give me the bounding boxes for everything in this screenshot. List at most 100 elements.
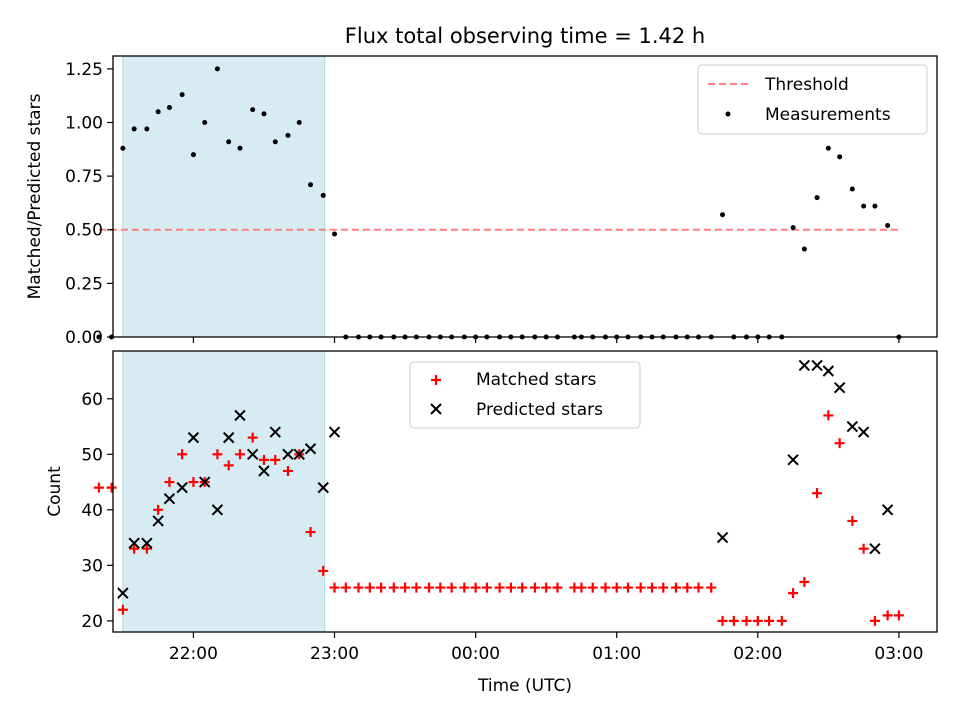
matched-stars-legend-label: Matched stars — [476, 370, 596, 390]
measurement-point — [825, 145, 831, 151]
matched-stars-point — [611, 582, 622, 593]
matched-stars-point — [212, 449, 223, 460]
bottom-legend: Matched stars Predicted stars — [409, 361, 641, 429]
measurement-point — [801, 246, 807, 252]
x-tick-label: 23:00 — [310, 644, 359, 664]
x-tick-label: 02:00 — [733, 644, 782, 664]
matched-stars-point — [799, 577, 810, 588]
matched-stars-point — [400, 582, 411, 593]
matched-stars-point — [847, 515, 858, 526]
measurement-point — [202, 119, 208, 125]
measurement-point — [237, 145, 243, 151]
predicted-stars-point — [798, 359, 811, 372]
measurement-point — [296, 119, 302, 125]
measurement-point — [131, 126, 137, 132]
measurement-point — [96, 334, 102, 340]
matched-stars-point — [576, 582, 587, 593]
top-panel: 0.00 0.25 0.50 0.75 1.00 1.25 Matched/Predict… — [25, 55, 938, 348]
matched-stars-point — [282, 465, 293, 476]
x-tick-label: 01:00 — [592, 644, 641, 664]
predicted-stars-point — [176, 481, 188, 494]
top-highlight-span — [122, 55, 326, 338]
matched-stars-point — [552, 582, 563, 593]
bottom-y-axis-label: Count — [45, 466, 65, 517]
predicted-stars-point — [811, 359, 823, 372]
predicted-stars-point — [857, 426, 870, 438]
measurement-point — [720, 212, 726, 218]
predicted-stars-point — [234, 409, 246, 422]
matched-stars-point — [411, 582, 422, 593]
matched-stars-point — [600, 582, 611, 593]
predicted-stars-point — [822, 365, 835, 377]
matched-stars-point — [776, 615, 787, 626]
top-axes-frame — [112, 55, 938, 338]
matched-stars-point — [882, 610, 893, 621]
predicted-stars-point — [141, 537, 153, 549]
top-y-tick-label: 0.25 — [65, 274, 103, 294]
bottom-axes-frame — [112, 350, 938, 633]
x-tick-label: 22:00 — [169, 644, 218, 664]
matched-stars-point — [364, 582, 375, 593]
predicted-stars-point — [258, 465, 270, 477]
matched-stars-point — [153, 504, 164, 515]
measurement-point — [179, 92, 185, 98]
predicted-stars-point — [199, 476, 211, 488]
matched-stars-point — [164, 477, 175, 488]
measurement-point — [261, 111, 267, 117]
matched-stars-point — [258, 454, 269, 465]
predicted-stars-point — [328, 426, 341, 438]
bottom-y-tick-label: 20 — [81, 612, 103, 632]
matched-stars-point — [812, 488, 823, 499]
measurement-point — [144, 126, 150, 132]
matched-stars-point — [728, 615, 739, 626]
matched-stars-point — [270, 454, 281, 465]
predicted-stars-point — [117, 587, 129, 599]
top-y-tick-label: 0.75 — [65, 167, 103, 187]
matched-stars-point — [435, 582, 446, 593]
predicted-stars-point — [246, 448, 259, 460]
matched-stars-point — [670, 582, 681, 593]
matched-stars-point — [234, 449, 245, 460]
predicted-stars-point — [787, 454, 799, 466]
predicted-stars-point — [282, 448, 294, 460]
matched-stars-point — [858, 543, 869, 554]
x-tick-label: 00:00 — [451, 644, 500, 664]
predicted-stars-point — [152, 515, 164, 527]
matched-stars-point — [706, 582, 717, 593]
top-y-tick-label: 0.50 — [65, 221, 103, 241]
matched-stars-point — [494, 582, 505, 593]
predicted-stars-point — [211, 504, 224, 516]
predicted-stars-point — [128, 537, 140, 549]
measurement-point — [849, 186, 855, 192]
predicted-stars-point — [163, 493, 176, 505]
x-tick-label: 03:00 — [874, 644, 923, 664]
matched-stars-point — [869, 615, 880, 626]
matched-stars-point — [529, 582, 540, 593]
bottom-y-tick-label: 50 — [81, 445, 103, 465]
measurement-point — [226, 139, 232, 145]
matched-stars-point — [93, 482, 104, 493]
measurement-point — [120, 145, 126, 151]
matched-stars-point — [635, 582, 646, 593]
matched-stars-point — [587, 582, 598, 593]
top-legend-box — [697, 64, 928, 135]
top-legend: Threshold Measurements — [697, 64, 928, 135]
measurement-point — [155, 109, 161, 115]
measurement-point — [790, 225, 796, 231]
measurement-point — [861, 203, 867, 209]
matched-stars-point — [717, 615, 728, 626]
matched-stars-point — [658, 582, 669, 593]
measurement-point — [166, 104, 172, 110]
predicted-stars-point — [269, 426, 281, 438]
matched-stars-point — [646, 582, 657, 593]
matched-stars-point — [741, 615, 752, 626]
measurement-point — [885, 222, 891, 228]
measurement-point — [320, 192, 326, 198]
matched-stars-point — [223, 460, 234, 471]
matched-stars-point — [388, 582, 399, 593]
measurements-legend-label: Measurements — [765, 105, 891, 125]
matched-stars-point — [141, 543, 152, 554]
predicted-stars-point — [293, 448, 305, 460]
bottom-panel: 20 30 40 50 60 22:00 23:00 00:00 01:00 02:00 03:0… — [45, 350, 938, 696]
